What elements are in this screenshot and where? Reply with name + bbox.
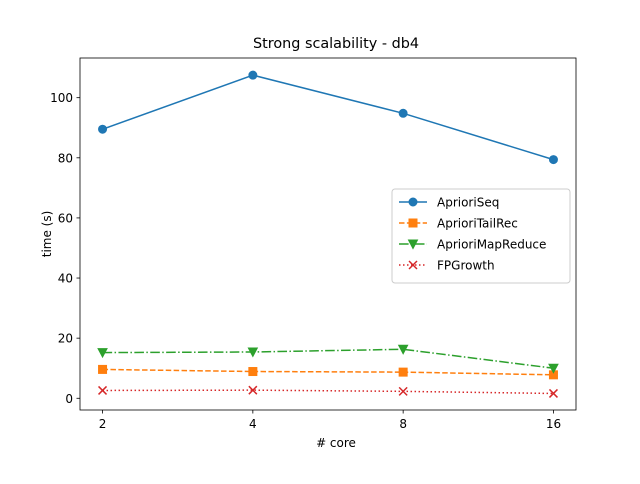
y-tick-label: 100 [50,91,73,105]
series-line-AprioriSeq [102,74,554,161]
data-point-AprioriSeq-8 [398,108,408,118]
chart-title: Strong scalability - db4 [253,36,419,52]
data-point-AprioriMapReduce-8 [397,344,409,355]
series-AprioriTailRec [98,364,558,380]
series-FPGrowth [98,385,558,398]
data-point-AprioriSeq-2 [98,124,108,134]
y-tick-label: 0 [65,392,73,406]
series-line-AprioriMapReduce [102,348,554,369]
data-point-FPGrowth-4 [248,385,258,395]
data-point-AprioriTailRec-4 [248,367,258,377]
data-point-AprioriMapReduce-16 [548,363,559,374]
marker-stroke [548,388,558,398]
data-point-AprioriTailRec-2 [98,364,108,374]
legend-item-FPGrowth: FPGrowth [399,259,495,273]
data-point-AprioriMapReduce-2 [97,348,108,359]
marker-stroke [408,260,418,270]
legend-label: AprioriSeq [437,196,499,210]
legend: AprioriSeq AprioriTailRec AprioriMapReduce… [391,188,571,284]
legend-item-AprioriSeq: AprioriSeq [399,196,499,210]
data-point-FPGrowth-8 [398,386,408,396]
y-tick-label: 20 [58,332,73,346]
y-tick-label: 60 [58,211,73,225]
y-axis: 0 20 40 60 80 100 [50,91,80,406]
marker-stroke [398,386,408,396]
series-AprioriSeq [98,70,558,165]
legend-box [391,188,571,284]
marker-stroke [248,385,258,395]
data-point-AprioriMapReduce-4 [247,347,259,358]
y-tick-label: 80 [58,151,73,165]
legend-marker [408,197,418,207]
x-tick-label: 16 [546,417,561,431]
x-tick-label: 8 [399,417,407,431]
legend-label: AprioriMapReduce [437,238,546,252]
plot-area [79,57,577,411]
x-axis: 2 4 8 16 [99,410,561,431]
x-axis-label: # core [316,436,356,450]
marker-stroke [98,385,108,395]
data-point-FPGrowth-16 [548,388,558,398]
data-point-AprioriTailRec-8 [398,367,408,377]
x-tick-label: 4 [249,417,257,431]
x-tick-label: 2 [99,417,107,431]
legend-item-AprioriMapReduce: AprioriMapReduce [399,238,546,252]
legend-marker [408,260,418,270]
legend-marker [408,218,418,228]
legend-label: AprioriTailRec [437,217,518,231]
legend-label: FPGrowth [437,259,495,273]
y-tick-label: 40 [58,272,73,286]
plot-frame [79,57,577,411]
series-line-FPGrowth [102,389,554,395]
data-point-AprioriSeq-16 [548,155,558,165]
series-line-AprioriTailRec [102,368,554,376]
data-point-AprioriSeq-4 [248,70,258,80]
legend-item-AprioriTailRec: AprioriTailRec [399,217,518,231]
data-point-FPGrowth-2 [98,385,108,395]
y-axis-label: time (s) [40,211,54,258]
series-AprioriMapReduce [97,344,559,374]
legend-marker [407,239,419,250]
